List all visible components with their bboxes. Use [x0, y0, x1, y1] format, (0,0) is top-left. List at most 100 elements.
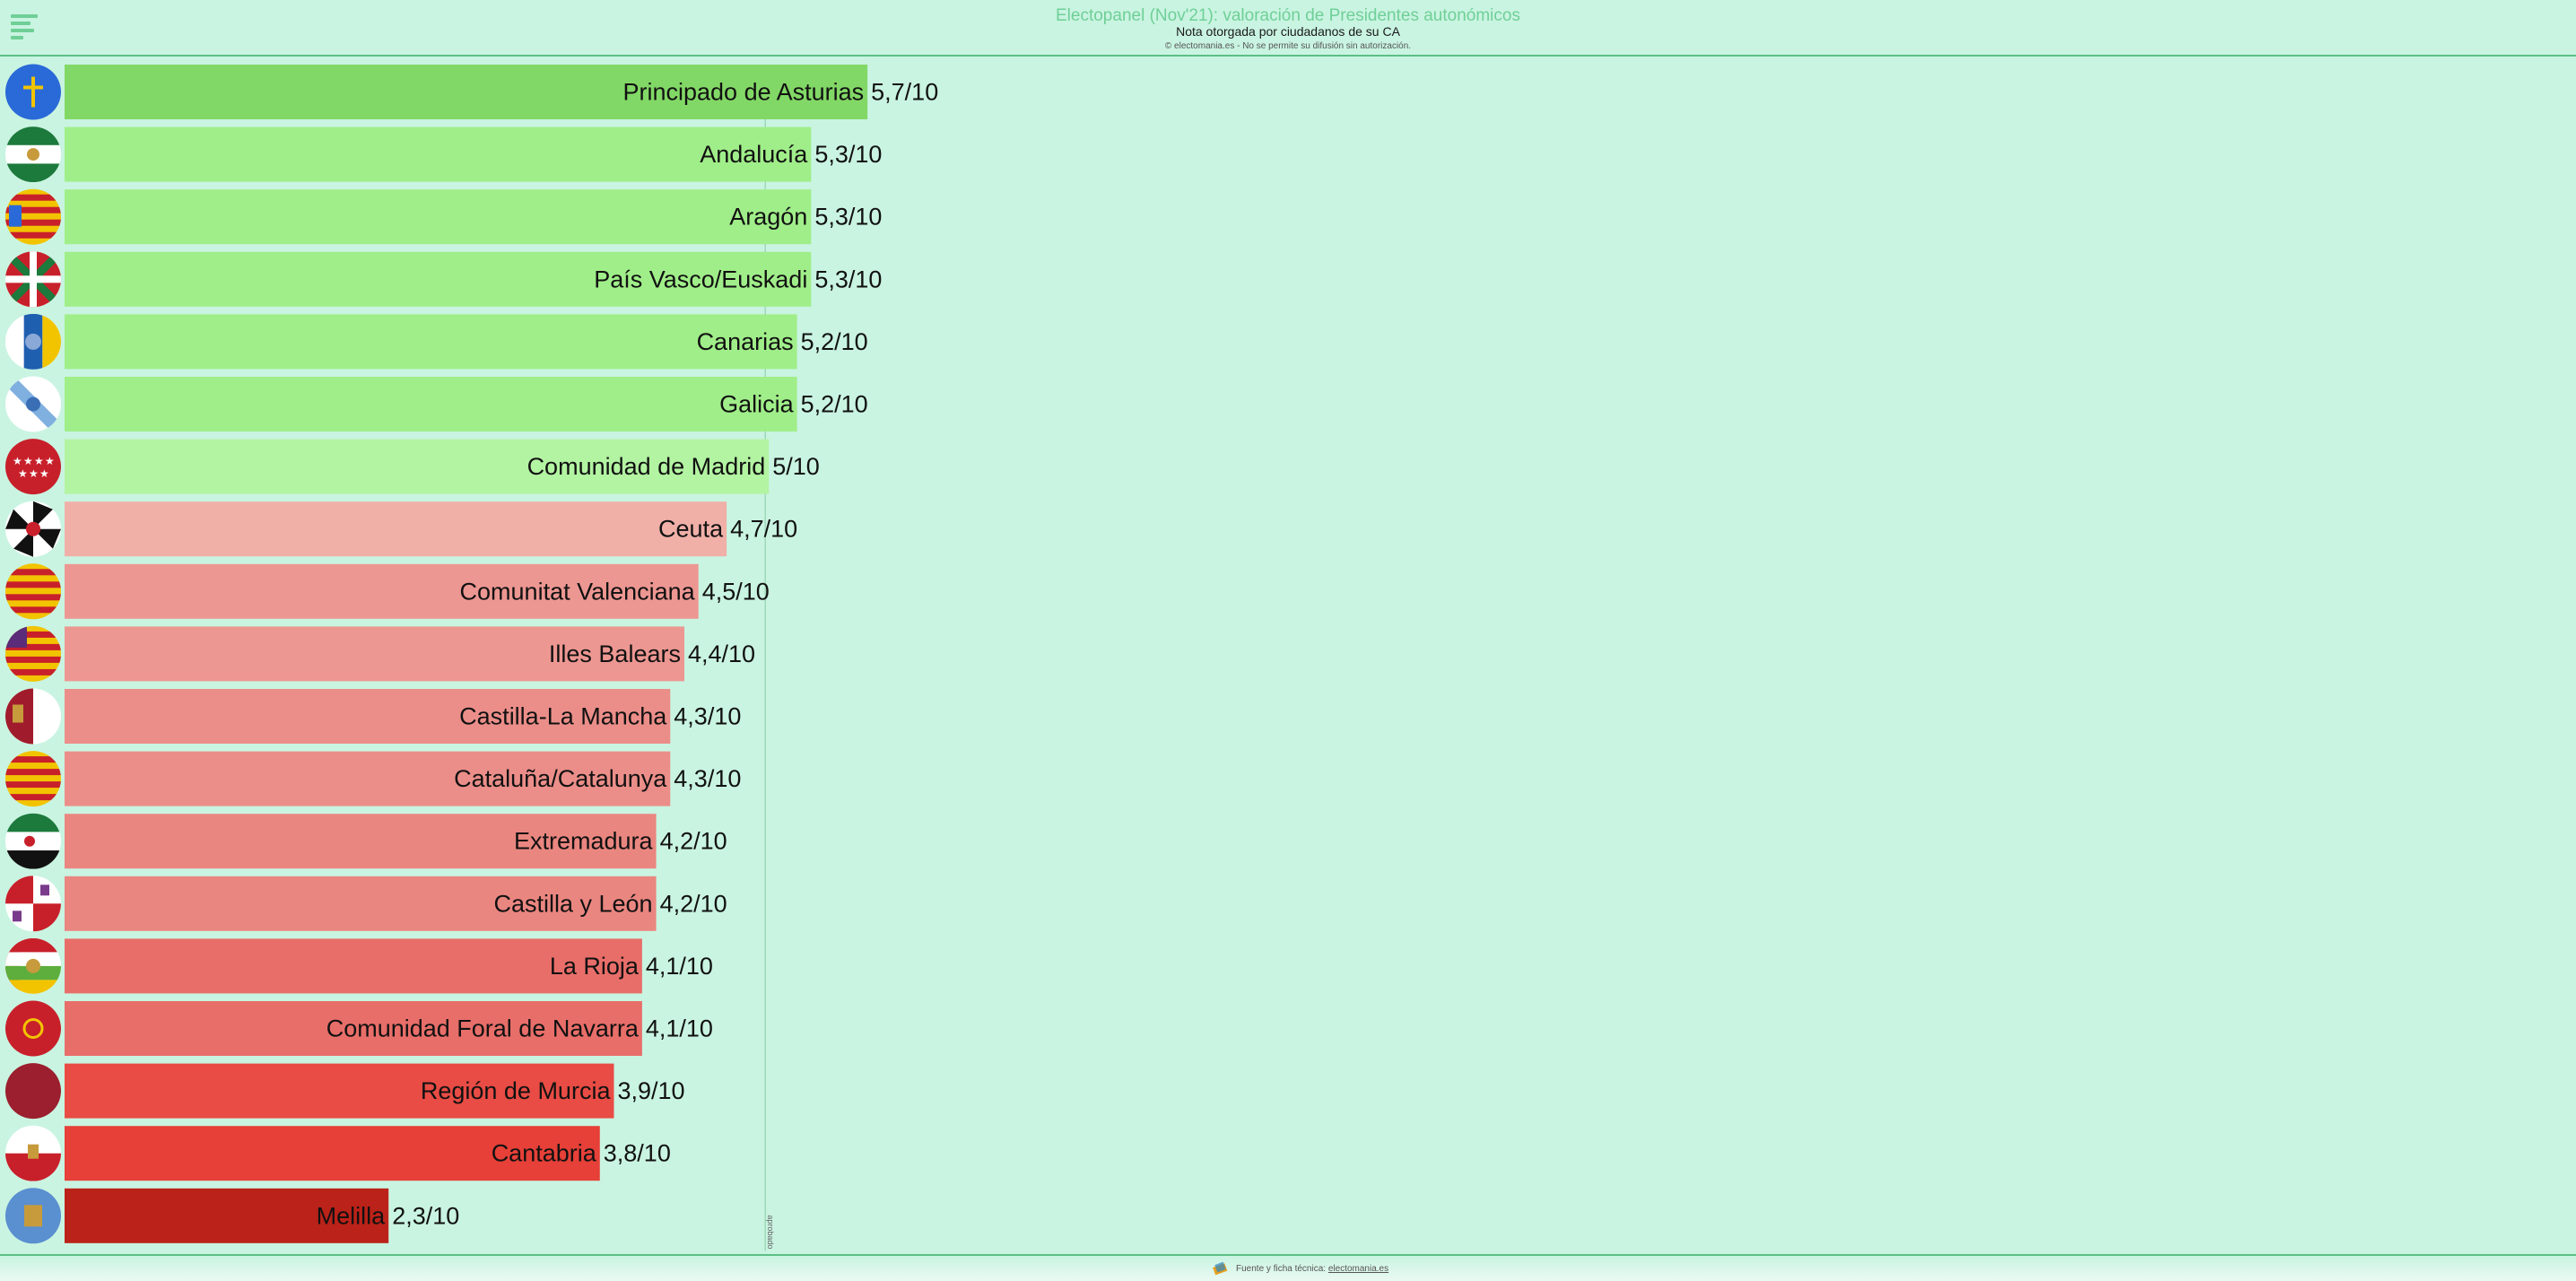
bar-row: Canarias 5,2/10 — [5, 313, 868, 370]
bar-row: Illes Balears 4,4/10 — [5, 625, 755, 682]
bar-row: Melilla 2,3/10 — [5, 1188, 459, 1244]
castilla-leon-flag-icon — [5, 876, 61, 932]
andalucia-flag-icon — [5, 126, 61, 183]
bar-row: Ceuta 4,7/10 — [5, 501, 797, 557]
bar-row: Comunidad Foral de Navarra 4,1/10 — [5, 1000, 713, 1057]
asturias-flag-icon — [5, 64, 61, 120]
bar[interactable] — [65, 876, 657, 931]
bar[interactable] — [65, 1063, 614, 1119]
melilla-flag-icon — [5, 1188, 61, 1244]
valencia-flag-icon — [5, 563, 61, 620]
bar-row: Extremadura 4,2/10 — [5, 813, 727, 869]
murcia-flag-icon — [5, 1063, 61, 1120]
category-label: Castilla y León — [493, 890, 652, 917]
bar-row: Andalucía 5,3/10 — [5, 126, 882, 183]
value-label: 5,3/10 — [814, 266, 882, 292]
category-label: Andalucía — [700, 141, 808, 168]
bar-row: Galicia 5,2/10 — [5, 376, 868, 432]
svg-text:★: ★ — [29, 467, 39, 480]
bar[interactable] — [65, 251, 812, 307]
value-label: 4,2/10 — [660, 828, 727, 855]
bar-row: Comunitat Valenciana 4,5/10 — [5, 563, 770, 620]
canarias-flag-icon — [5, 313, 61, 370]
category-label: Illes Balears — [549, 640, 681, 667]
navarra-flag-icon — [5, 1000, 61, 1057]
bar[interactable] — [65, 689, 671, 744]
bar[interactable] — [65, 751, 671, 806]
category-label: Canarias — [697, 328, 794, 355]
bar[interactable] — [65, 1001, 642, 1056]
aragon-flag-icon — [5, 188, 61, 245]
category-label: Aragón — [729, 204, 807, 231]
bar-row: Aragón 5,3/10 — [5, 188, 882, 245]
footer-source-link[interactable]: electomania.es — [1327, 1264, 1389, 1274]
bar-row: Principado de Asturias 5,7/10 — [5, 64, 938, 120]
reference-line-label: aprobado — [766, 1215, 775, 1249]
value-label: 4,1/10 — [646, 1015, 713, 1042]
electomania-logo-icon — [1213, 1261, 1228, 1276]
value-label: 3,9/10 — [617, 1077, 684, 1104]
cataluna-flag-icon — [5, 751, 61, 807]
baleares-flag-icon — [5, 625, 61, 682]
bar[interactable] — [65, 563, 699, 619]
bar[interactable] — [65, 1126, 600, 1181]
bar[interactable] — [65, 1188, 389, 1243]
bar[interactable] — [65, 501, 727, 557]
bar[interactable] — [65, 814, 657, 869]
la-rioja-flag-icon — [5, 937, 61, 994]
value-label: 4,7/10 — [730, 516, 797, 543]
bar[interactable] — [65, 189, 812, 245]
value-label: 2,3/10 — [392, 1202, 459, 1229]
value-label: 5,2/10 — [801, 328, 868, 355]
svg-text:★: ★ — [34, 455, 44, 467]
bar-row: País Vasco/Euskadi 5,3/10 — [5, 251, 882, 308]
value-label: 5,3/10 — [814, 204, 882, 231]
menu-icon[interactable] — [11, 14, 43, 41]
svg-text:★: ★ — [45, 455, 55, 467]
bar[interactable] — [65, 126, 812, 182]
footer-divider — [0, 1254, 2576, 1256]
category-label: Melilla — [317, 1202, 387, 1229]
bar-row: Castilla y León 4,2/10 — [5, 876, 727, 932]
category-label: Comunidad Foral de Navarra — [326, 1015, 640, 1042]
chart-title: Electopanel (Nov'21): valoración de Pres… — [1056, 6, 1520, 25]
svg-text:★: ★ — [13, 455, 22, 467]
bar-row: Castilla-La Mancha 4,3/10 — [5, 688, 741, 745]
galicia-flag-icon — [5, 376, 61, 432]
category-label: La Rioja — [550, 953, 640, 980]
copyright-notice: © electomania.es - No se permite su difu… — [1164, 41, 1412, 51]
value-label: 4,4/10 — [688, 640, 755, 667]
chart-footer: Fuente y ficha técnica: electomania.es — [0, 1256, 2576, 1281]
svg-text:★: ★ — [39, 467, 49, 480]
bar[interactable] — [65, 938, 642, 994]
bar[interactable] — [65, 626, 684, 682]
chart-header: Electopanel (Nov'21): valoración de Pres… — [0, 0, 2576, 56]
header-divider — [0, 55, 2576, 57]
bar-row: Cataluña/Catalunya 4,3/10 — [5, 751, 741, 807]
svg-text:★: ★ — [23, 455, 33, 467]
cantabria-flag-icon — [5, 1125, 61, 1181]
bar[interactable] — [65, 377, 797, 431]
bar[interactable] — [65, 65, 868, 119]
pais-vasco-flag-icon — [5, 251, 61, 308]
category-label: Cantabria — [492, 1140, 597, 1167]
category-label: Castilla-La Mancha — [459, 703, 667, 730]
value-label: 5/10 — [772, 453, 820, 480]
footer-source-label: Fuente y ficha técnica: — [1236, 1264, 1327, 1274]
category-label: Cataluña/Catalunya — [454, 765, 667, 792]
value-label: 5,3/10 — [814, 141, 882, 168]
bar-row: Región de Murcia 3,9/10 — [5, 1063, 685, 1120]
value-label: 4,3/10 — [674, 703, 741, 730]
bar[interactable] — [65, 439, 770, 494]
castilla-la-mancha-flag-icon — [5, 688, 61, 745]
bar[interactable] — [65, 314, 797, 370]
category-label: Comunidad de Madrid — [527, 453, 766, 480]
bar-row: ★ ★ ★ ★★ ★ ★ Comunidad de Madrid 5/10 — [5, 439, 820, 495]
category-label: Galicia — [719, 391, 795, 418]
category-label: País Vasco/Euskadi — [594, 266, 807, 292]
svg-text:★: ★ — [18, 467, 28, 480]
footer-source: Fuente y ficha técnica: electomania.es — [1236, 1264, 1388, 1274]
category-label: Región de Murcia — [421, 1077, 612, 1104]
category-label: Principado de Asturias — [622, 79, 864, 106]
